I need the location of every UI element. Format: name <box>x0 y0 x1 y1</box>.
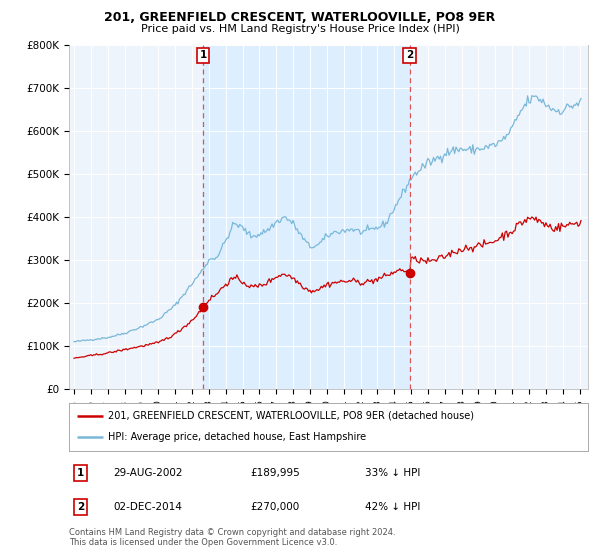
Text: HPI: Average price, detached house, East Hampshire: HPI: Average price, detached house, East… <box>108 432 366 442</box>
Text: 42% ↓ HPI: 42% ↓ HPI <box>365 502 420 512</box>
Text: 1: 1 <box>77 468 84 478</box>
Text: 33% ↓ HPI: 33% ↓ HPI <box>365 468 420 478</box>
Text: 2: 2 <box>406 50 413 60</box>
Text: £189,995: £189,995 <box>251 468 301 478</box>
Text: 29-AUG-2002: 29-AUG-2002 <box>113 468 182 478</box>
Text: 02-DEC-2014: 02-DEC-2014 <box>113 502 182 512</box>
Text: 201, GREENFIELD CRESCENT, WATERLOOVILLE, PO8 9ER: 201, GREENFIELD CRESCENT, WATERLOOVILLE,… <box>104 11 496 24</box>
Text: 2: 2 <box>77 502 84 512</box>
Bar <box>203 45 410 389</box>
Text: £270,000: £270,000 <box>251 502 300 512</box>
Text: 1: 1 <box>200 50 207 60</box>
Text: Price paid vs. HM Land Registry's House Price Index (HPI): Price paid vs. HM Land Registry's House … <box>140 24 460 34</box>
Text: 201, GREENFIELD CRESCENT, WATERLOOVILLE, PO8 9ER (detached house): 201, GREENFIELD CRESCENT, WATERLOOVILLE,… <box>108 410 474 421</box>
Text: Contains HM Land Registry data © Crown copyright and database right 2024.
This d: Contains HM Land Registry data © Crown c… <box>69 528 395 547</box>
